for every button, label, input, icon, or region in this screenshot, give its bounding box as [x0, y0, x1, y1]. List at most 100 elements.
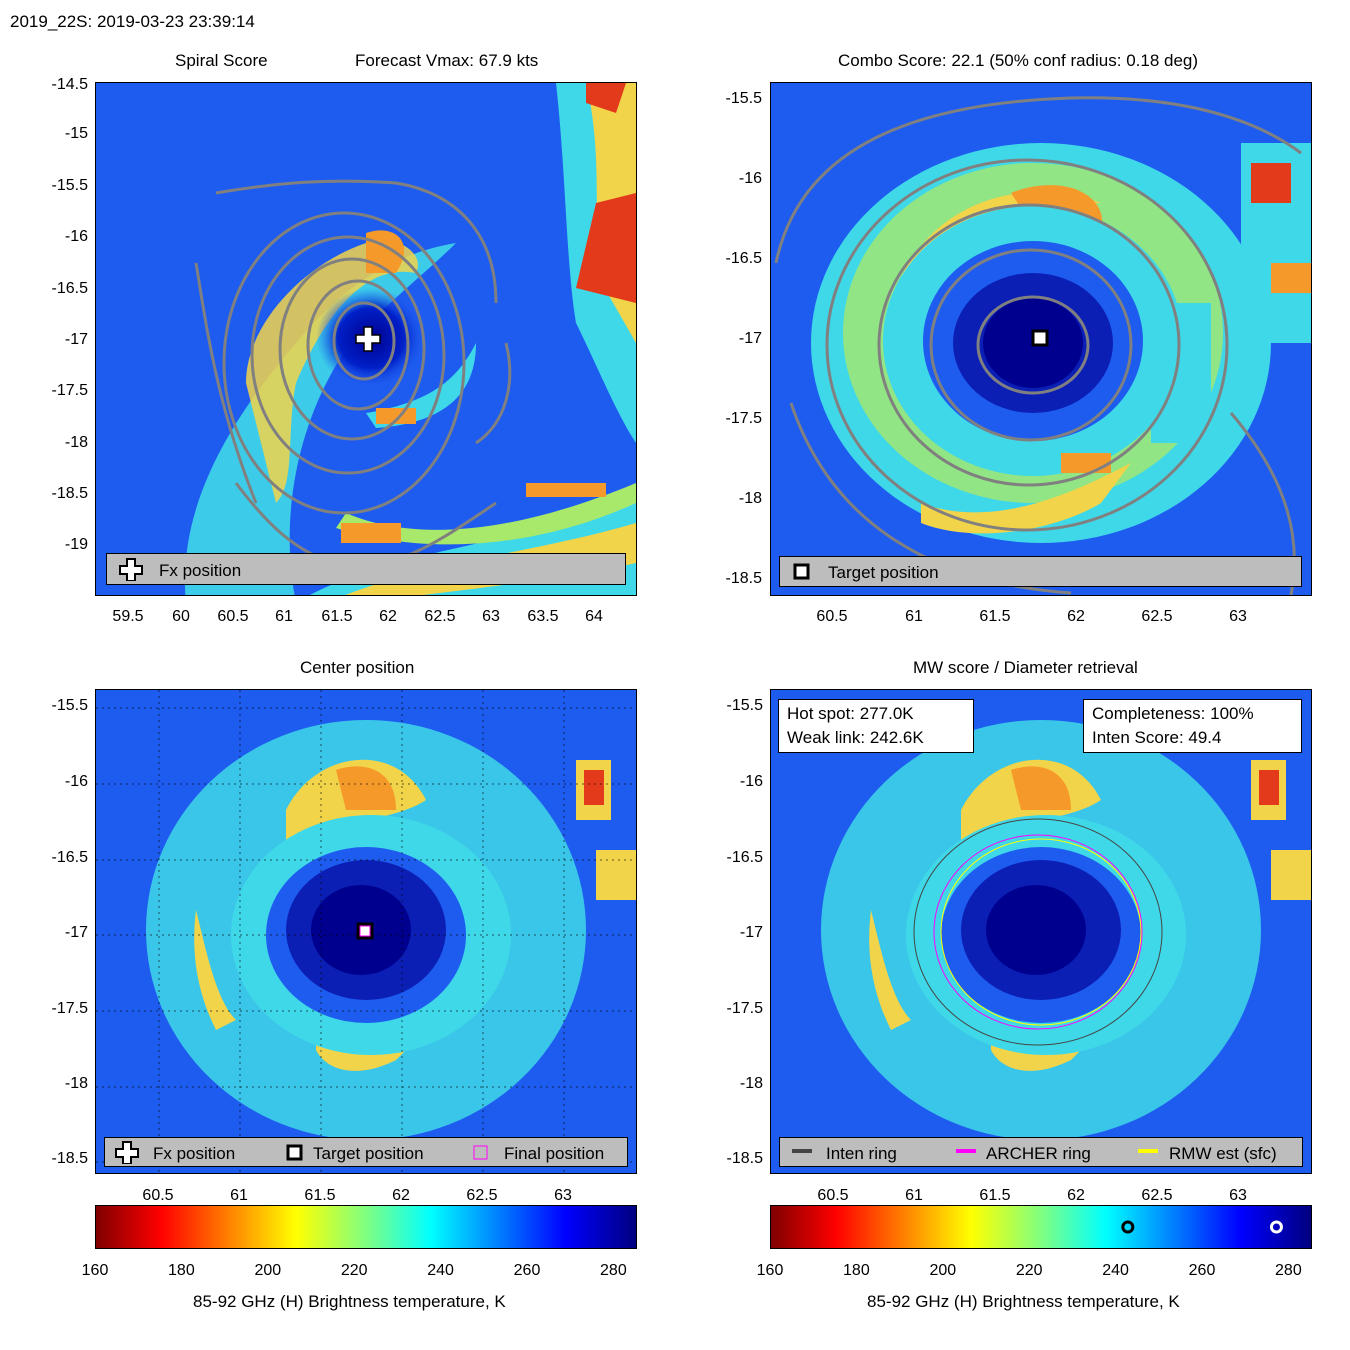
x-tick-label: 60	[172, 608, 190, 625]
target-position-marker	[1031, 329, 1049, 347]
mw-legend-inten: Inten ring	[826, 1144, 897, 1163]
spiral-score-map	[96, 83, 636, 595]
x-tick-label: 61.5	[321, 608, 353, 625]
y-tick-label: -17.5	[725, 410, 762, 427]
y-tick-label: -15.5	[726, 697, 763, 714]
y-tick-label: -18.5	[51, 485, 88, 502]
x-tick-label: 64	[585, 608, 603, 625]
final-position-legend-icon	[473, 1145, 488, 1160]
mw-legend: Inten ring ARCHER ring RMW est (sfc)	[779, 1137, 1303, 1167]
y-tick-label: -18.5	[726, 1150, 763, 1167]
y-tick-label: -15.5	[51, 177, 88, 194]
y-tick-label: -17	[64, 924, 88, 941]
fx-position-legend-icon	[115, 1141, 139, 1164]
y-tick-label: -15	[64, 125, 88, 142]
x-tick-label: 62.5	[466, 1187, 498, 1204]
completeness-value: Completeness: 100%	[1092, 704, 1254, 723]
colorbar-tick-label: 240	[1102, 1262, 1129, 1279]
archer-ring-swatch	[956, 1149, 976, 1153]
spiral-vmax: Forecast Vmax: 67.9 kts	[355, 51, 539, 70]
colorbar-tick-label: 180	[843, 1262, 870, 1279]
mw-legend-rmw: RMW est (sfc)	[1169, 1144, 1277, 1163]
inten-ring-swatch	[792, 1149, 812, 1153]
center-title: Center position	[300, 658, 415, 677]
y-tick-label: -16.5	[51, 849, 88, 866]
colorbar-tick-label: 220	[340, 1262, 368, 1279]
image-header: 2019_22S: 2019-03-23 23:39:14	[10, 12, 255, 31]
center-legend: Fx position Target position Final positi…	[104, 1137, 628, 1167]
spiral-score-plot: Fx position	[95, 82, 637, 596]
y-tick-label: -18	[64, 434, 88, 451]
combo-legend-label: Target position	[828, 563, 939, 582]
y-tick-label: -17.5	[51, 1000, 88, 1017]
x-tick-label: 60.5	[217, 608, 249, 625]
y-tick-label: -18	[739, 1075, 763, 1092]
colorbar-right	[770, 1205, 1312, 1249]
y-tick-label: -16	[64, 773, 88, 790]
x-tick-label: 62	[392, 1187, 410, 1204]
y-tick-label: -17	[739, 924, 763, 941]
colorbar-left	[95, 1205, 637, 1249]
mw-title: MW score / Diameter retrieval	[913, 658, 1138, 677]
target-position-legend-icon	[793, 563, 810, 580]
mw-score-map	[771, 690, 1311, 1173]
x-tick-label: 62	[379, 608, 397, 625]
x-tick-label: 61.5	[979, 1187, 1011, 1204]
combo-score-plot: Target position	[770, 82, 1312, 596]
combo-legend: Target position	[779, 556, 1302, 587]
y-tick-label: -18	[64, 1075, 88, 1092]
rmw-ring	[940, 838, 1142, 1026]
y-tick-label: -17	[738, 330, 762, 347]
x-tick-label: 60.5	[142, 1187, 174, 1204]
x-tick-label: 61	[275, 608, 293, 625]
x-tick-label: 61	[905, 1187, 923, 1204]
weak-link-marker	[1121, 1220, 1135, 1234]
x-tick-label: 63	[482, 608, 500, 625]
x-tick-label: 63	[1229, 608, 1247, 625]
y-tick-label: -14.5	[51, 76, 88, 93]
y-tick-label: -16	[738, 170, 762, 187]
colorbar-tick-label: 280	[1275, 1262, 1302, 1279]
spiral-legend: Fx position	[106, 553, 626, 585]
rmw-ring-swatch	[1138, 1149, 1158, 1153]
hot-spot-box: Hot spot: 277.0K Weak link: 242.6K	[778, 699, 974, 753]
colorbar-tick-label: 240	[427, 1262, 454, 1279]
x-tick-label: 62	[1067, 1187, 1085, 1204]
mw-score-plot: Hot spot: 277.0K Weak link: 242.6K Compl…	[770, 689, 1312, 1174]
colorbar-left-gradient	[96, 1206, 636, 1248]
mw-legend-archer: ARCHER ring	[986, 1144, 1091, 1163]
target-position-legend-icon	[286, 1144, 303, 1161]
y-tick-label: -16.5	[725, 250, 762, 267]
combo-title: Combo Score: 22.1 (50% conf radius: 0.18…	[838, 51, 1199, 70]
y-tick-label: -16.5	[726, 849, 763, 866]
y-tick-label: -18.5	[51, 1150, 88, 1167]
hot-spot-value: Hot spot: 277.0K	[787, 704, 914, 723]
colorbar-right-label: 85-92 GHz (H) Brightness temperature, K	[867, 1292, 1180, 1311]
colorbar-right-gradient	[771, 1206, 1311, 1248]
x-tick-label: 61	[230, 1187, 248, 1204]
x-tick-label: 62.5	[424, 608, 456, 625]
y-tick-label: -15.5	[51, 697, 88, 714]
center-legend-final: Final position	[504, 1144, 605, 1163]
spiral-title: Spiral Score	[175, 51, 268, 70]
y-tick-label: -18	[738, 490, 762, 507]
x-tick-label: 62.5	[1141, 608, 1173, 625]
y-tick-label: -19	[64, 536, 88, 553]
colorbar-tick-label: 260	[513, 1262, 541, 1279]
colorbar-tick-label: 200	[254, 1262, 282, 1279]
x-tick-label: 62	[1067, 608, 1085, 625]
fx-position-legend-icon	[119, 558, 143, 581]
center-position-plot: Fx position Target position Final positi…	[95, 689, 637, 1174]
colorbar-tick-label: 160	[756, 1262, 784, 1279]
colorbar-left-label: 85-92 GHz (H) Brightness temperature, K	[193, 1292, 506, 1311]
colorbar-tick-label: 200	[929, 1262, 957, 1279]
y-tick-label: -17.5	[51, 382, 88, 399]
y-tick-label: -15.5	[725, 90, 762, 107]
completeness-box: Completeness: 100% Inten Score: 49.4	[1083, 699, 1302, 753]
x-tick-label: 62.5	[1141, 1187, 1173, 1204]
archer-ring	[933, 834, 1143, 1030]
center-position-map	[96, 690, 636, 1173]
x-tick-label: 60.5	[817, 1187, 849, 1204]
y-tick-label: -17.5	[726, 1000, 763, 1017]
colorbar-tick-label: 280	[600, 1262, 627, 1279]
